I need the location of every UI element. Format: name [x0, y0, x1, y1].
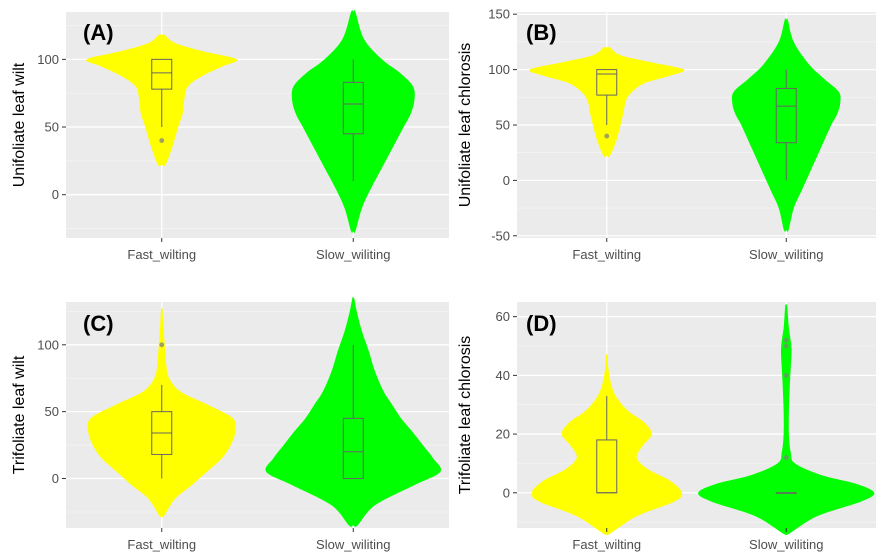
outlier-point	[604, 133, 610, 139]
outlier-point	[159, 138, 165, 143]
panel-2: -50 0 50 100 150 Fast_wilting Slow_wiliting Uni…	[457, 7, 876, 262]
panel-3: 0 50 100 Fast_wilting Slow_wiliting Trifoliat…	[11, 296, 449, 552]
violin-fast-wilting	[87, 307, 236, 518]
x-tick-label: Slow_wiliting	[316, 247, 390, 262]
x-tick-label: Fast_wilting	[572, 247, 641, 262]
violin-fast-wilting	[531, 353, 682, 536]
y-axis-title: Trifoliate leaf wilt	[11, 355, 28, 474]
panel-1: 0 50 100 Fast_wilting Slow_wiliting Unifoliat…	[11, 9, 449, 262]
outlier-point	[783, 343, 789, 349]
y-tick-label: 0	[52, 471, 59, 486]
x-tick-label: Fast_wilting	[127, 247, 196, 262]
outlier-point	[783, 372, 789, 378]
y-tick-label: 60	[496, 309, 510, 324]
y-tick-label: 50	[45, 120, 59, 135]
y-tick-label: 50	[496, 118, 510, 133]
y-tick-label: 0	[52, 187, 59, 202]
outlier-point	[159, 342, 165, 348]
box	[151, 58, 173, 90]
panel-label: (C)	[83, 311, 114, 336]
violin-slow-wiliting	[731, 18, 841, 232]
violin-slow-wiliting	[698, 304, 875, 536]
panel-4: 0 20 40 60 Fast_wilting Slow_wiliting Trifolia…	[457, 302, 876, 552]
box	[342, 417, 364, 480]
y-tick-label: 150	[488, 7, 510, 22]
panel-label: (B)	[526, 20, 557, 45]
violin-slow-wiliting	[291, 9, 415, 233]
panel-label: (D)	[526, 311, 557, 336]
x-tick-label: Slow_wiliting	[749, 537, 823, 552]
y-axis-title: Trifoliate leaf chlorosis	[457, 336, 474, 495]
box	[342, 81, 364, 135]
y-tick-label: -50	[491, 228, 510, 243]
x-tick-label: Slow_wiliting	[749, 247, 823, 262]
y-tick-label: 50	[45, 404, 59, 419]
y-tick-label: 0	[503, 485, 510, 500]
x-tick-label: Fast_wilting	[572, 537, 641, 552]
panel-label: (A)	[83, 20, 114, 45]
box	[775, 87, 797, 144]
y-tick-label: 100	[37, 337, 59, 352]
y-tick-label: 100	[488, 62, 510, 77]
box	[596, 69, 618, 96]
outlier-point	[783, 337, 789, 343]
y-tick-label: 20	[496, 427, 510, 442]
y-tick-label: 100	[37, 52, 59, 67]
x-tick-label: Slow_wiliting	[316, 537, 390, 552]
y-tick-label: 0	[503, 173, 510, 188]
x-tick-label: Fast_wilting	[127, 537, 196, 552]
y-axis-title: Unifoliate leaf wilt	[11, 62, 28, 187]
y-tick-label: 40	[496, 368, 510, 383]
outlier-point	[783, 455, 789, 460]
y-axis-title: Unifoliate leaf chlorosis	[457, 43, 474, 208]
